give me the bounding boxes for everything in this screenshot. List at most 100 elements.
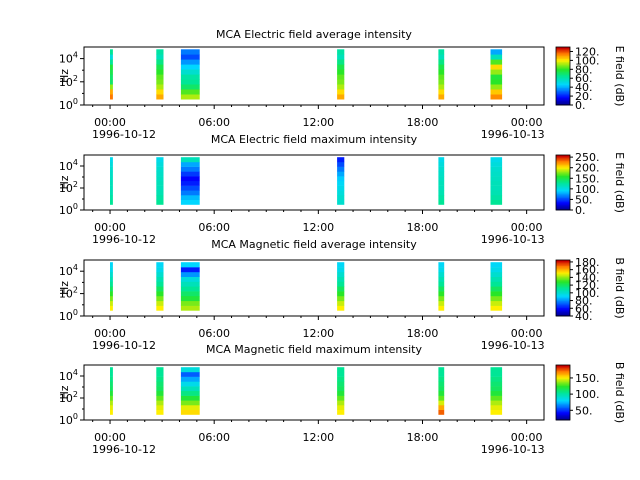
x-tick-label: 12:00 (302, 221, 334, 234)
y-tick-label: 100 (59, 97, 78, 112)
colorbar-cell (556, 77, 570, 80)
x-date-label: 1996-10-12 (92, 339, 156, 352)
colorbar-cell (556, 392, 570, 395)
colorbar-frame (555, 46, 571, 106)
heatmap-cell (110, 54, 113, 60)
heatmap-cell (490, 296, 503, 302)
colorbar-cell (556, 300, 570, 303)
y-tick-label: 104 (59, 368, 78, 383)
colorbar-cell (556, 155, 570, 157)
colorbar-tick-label: 250. (575, 151, 600, 164)
plot-frame (83, 364, 545, 421)
heatmap-cell (337, 390, 345, 396)
y-tick-label: 100 (59, 202, 78, 217)
colorbar-cell (556, 65, 570, 68)
colorbar-cell (556, 97, 570, 100)
heatmap-cell (490, 262, 503, 268)
heatmap-cell (337, 89, 345, 95)
x-tick-label: 00:00 (94, 431, 126, 444)
heatmap-cell (110, 291, 113, 297)
x-tick-label: 00:00 (94, 221, 126, 234)
colorbar-cell (556, 296, 570, 299)
colorbar-cell (556, 157, 570, 160)
colorbar-cell (556, 388, 570, 391)
x-tick-label: 18:00 (407, 431, 439, 444)
colorbar-cell (556, 93, 570, 96)
colorbar-cell (556, 175, 570, 178)
heatmap-cell (337, 79, 345, 85)
colorbar-cell (556, 283, 570, 286)
heatmap-cell (438, 367, 445, 373)
colorbar-cell (556, 413, 570, 415)
heatmap-cell (438, 195, 445, 200)
colorbar: 40.60.80.100.120.140.160.180. B field (dB… (555, 256, 626, 323)
heatmap-cell (438, 305, 445, 311)
heatmap-cell (337, 69, 345, 75)
heatmap-cell (490, 376, 503, 382)
heatmap-cell (180, 161, 200, 167)
heatmap-cell (156, 267, 164, 273)
heatmap-cell (337, 59, 345, 65)
colorbar-cell (556, 262, 570, 265)
colorbar-frame (555, 259, 571, 317)
data-segment (337, 157, 345, 205)
heatmap-cell (110, 161, 113, 167)
colorbar-cell (556, 183, 570, 186)
heatmap-cell (180, 281, 200, 287)
colorbar-cell (556, 70, 570, 73)
colorbar-cell (556, 279, 570, 282)
colorbar-tick-label: 0. (575, 99, 586, 112)
heatmap-cell (110, 180, 113, 186)
heatmap-cell (337, 291, 345, 297)
colorbar-tick-label: 100. (575, 287, 600, 300)
x-tick-label: 00:00 (94, 116, 126, 129)
heatmap-cell (438, 271, 445, 277)
y-axis-label: Hz (58, 281, 71, 295)
colorbar-cell (556, 193, 570, 196)
colorbar-cell (556, 309, 570, 311)
heatmap-cell (156, 64, 164, 70)
x-tick-label: 00:00 (511, 221, 543, 234)
y-axis-label: Hz (58, 385, 71, 399)
heatmap-cell (490, 267, 503, 273)
heatmap-cell (438, 190, 445, 196)
heatmap-cell (110, 276, 113, 282)
colorbar-tick-label: 40. (575, 310, 593, 323)
data-segment (337, 262, 345, 311)
colorbar-cell (556, 203, 570, 205)
heatmap-cell (438, 166, 445, 172)
heatmap-cell (110, 271, 113, 277)
x-date-label: 1996-10-13 (481, 128, 545, 141)
colorbar-cell (556, 374, 570, 377)
heatmap-cell (180, 405, 200, 410)
data-segment (110, 262, 113, 311)
heatmap-cell (180, 94, 200, 100)
colorbar-cell (556, 381, 570, 384)
heatmap-cell (156, 69, 164, 75)
colorbar-cell (556, 385, 570, 388)
heatmap-cell (337, 262, 345, 268)
colorbar-cell (556, 164, 570, 167)
colorbar-tick-label: 40. (575, 81, 593, 94)
heatmap-cell (490, 276, 503, 282)
heatmap-cell (180, 305, 200, 311)
colorbar-cell (556, 161, 570, 164)
colorbar-tick-label: 120. (575, 45, 600, 58)
colorbar-cell (556, 100, 570, 103)
heatmap-cell (156, 176, 164, 182)
colorbar-cell (556, 313, 570, 315)
heatmap-cell (110, 376, 113, 382)
heatmap-cell (490, 409, 503, 415)
heatmap-cell (156, 161, 164, 167)
heatmap-cell (337, 185, 345, 191)
heatmap-cell (156, 405, 164, 410)
y-tick-label: 102 (59, 390, 78, 405)
heatmap-cell (337, 195, 345, 200)
colorbar-cell (556, 264, 570, 266)
x-tick-label: 00:00 (94, 327, 126, 340)
heatmap-cell (490, 195, 503, 200)
heatmap-cell (180, 185, 200, 191)
data-segment (438, 367, 445, 415)
heatmap-cell (156, 281, 164, 287)
heatmap-cell (490, 54, 503, 60)
